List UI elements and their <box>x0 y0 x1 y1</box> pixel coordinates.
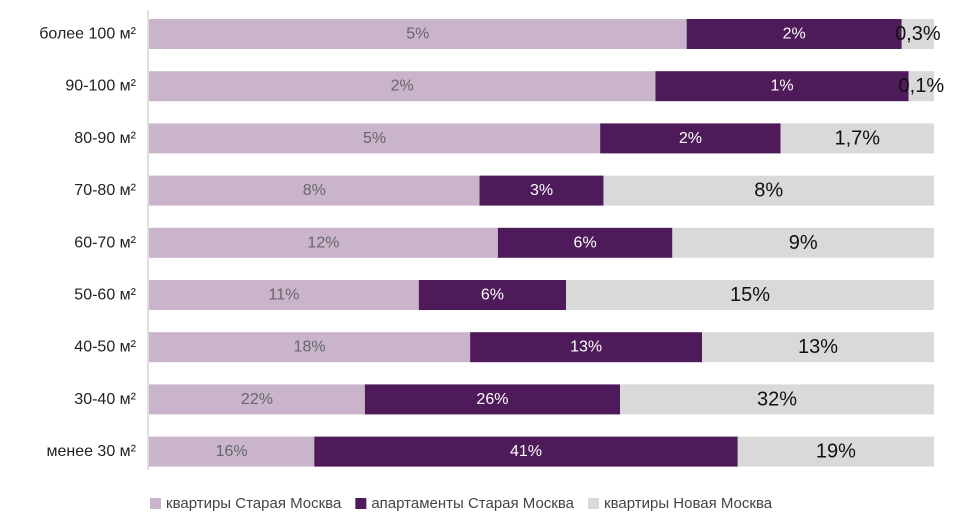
data-label-series-3: 19% <box>816 441 856 463</box>
data-label-series-2: 3% <box>530 182 553 199</box>
bars <box>149 19 934 467</box>
data-label-series-3: 8% <box>754 180 783 202</box>
category-label: 90-100 м² <box>65 78 136 95</box>
bar-segment-series-2 <box>479 175 604 206</box>
legend-swatch-series-2 <box>355 498 367 509</box>
data-label-series-1: 12% <box>307 234 339 251</box>
data-label-series-3: 15% <box>730 284 770 306</box>
bar-segment-series-3 <box>908 71 934 102</box>
data-label-series-1: 18% <box>294 339 326 356</box>
bar-segment-series-2 <box>470 332 703 363</box>
bar-segment-series-1 <box>149 71 656 102</box>
category-label: 80-90 м² <box>74 130 136 147</box>
bar-segment-series-3 <box>566 280 934 310</box>
category-label: 40-50 м² <box>74 339 136 356</box>
category-label: 30-40 м² <box>74 391 136 408</box>
data-label-series-2: 6% <box>481 287 504 304</box>
bar-segment-series-3 <box>672 227 934 258</box>
bar-segment-series-2 <box>314 436 738 467</box>
bar-segment-series-2 <box>686 19 902 49</box>
bar-segment-series-2 <box>364 384 620 415</box>
bar-segment-series-2 <box>418 280 567 310</box>
bar-segment-series-1 <box>149 384 365 415</box>
legend-label-series-3: квартиры Новая Москва <box>604 495 773 512</box>
data-label-series-2: 41% <box>510 443 542 460</box>
data-label-series-2: 26% <box>476 391 508 408</box>
bar-segment-series-1 <box>149 123 601 154</box>
data-label-series-3: 13% <box>798 336 838 358</box>
bar-segment-series-2 <box>600 123 781 154</box>
bar-segment-series-1 <box>149 280 419 310</box>
category-label: 50-60 м² <box>74 287 136 304</box>
category-label: менее 30 м² <box>46 443 136 460</box>
bar-segment-series-3 <box>780 123 934 154</box>
legend-swatch-series-3 <box>588 498 600 509</box>
data-label-series-3: 9% <box>789 232 818 254</box>
data-label-series-2: 13% <box>570 339 602 356</box>
category-label: более 100 м² <box>39 26 136 43</box>
bar-segment-series-2 <box>497 227 673 258</box>
data-label-series-2: 2% <box>783 26 806 43</box>
data-label-series-1: 2% <box>391 78 414 95</box>
data-label-series-2: 2% <box>679 130 702 147</box>
bar-segment-series-1 <box>149 175 480 206</box>
bar-segment-series-2 <box>655 71 909 102</box>
data-label-series-2: 6% <box>574 234 597 251</box>
data-label-series-1: 16% <box>216 443 248 460</box>
legend-label-series-1: квартиры Старая Москва <box>166 495 342 512</box>
bar-segment-series-3 <box>702 332 934 363</box>
data-label-series-1: 11% <box>269 287 300 304</box>
legend: квартиры Старая Москва апартаменты Старая… <box>150 495 773 512</box>
bar-segment-series-1 <box>149 19 687 49</box>
bar-segment-series-3 <box>737 436 934 467</box>
category-label: 60-70 м² <box>74 234 136 251</box>
data-labels: 5% 2% 0,3% 2% 1% 0,1% 5% 2% 1,7% 8% 3% 8% 12% 6% 9% 11%… <box>216 23 945 463</box>
data-label-series-3: 0,1% <box>899 75 945 97</box>
legend-label-series-2: апартаменты Старая Москва <box>371 495 574 512</box>
data-label-series-1: 5% <box>363 130 386 147</box>
bar-segment-series-3 <box>901 19 934 49</box>
data-label-series-1: 22% <box>241 391 273 408</box>
category-labels: более 100 м² 90-100 м² 80-90 м² 70-80 м² 60-… <box>39 26 136 461</box>
category-label: 70-80 м² <box>74 182 136 199</box>
data-label-series-1: 8% <box>303 182 326 199</box>
bar-segment-series-3 <box>603 175 934 206</box>
legend-swatch-series-1 <box>150 498 161 509</box>
data-label-series-3: 1,7% <box>835 127 881 149</box>
bar-segment-series-1 <box>149 227 498 258</box>
data-label-series-1: 5% <box>406 26 429 43</box>
data-label-series-2: 1% <box>771 78 794 95</box>
data-label-series-3: 0,3% <box>895 23 941 45</box>
data-label-series-3: 32% <box>757 388 797 410</box>
bar-segment-series-3 <box>620 384 934 415</box>
bar-segment-series-1 <box>149 332 471 363</box>
bar-segment-series-1 <box>149 436 315 467</box>
